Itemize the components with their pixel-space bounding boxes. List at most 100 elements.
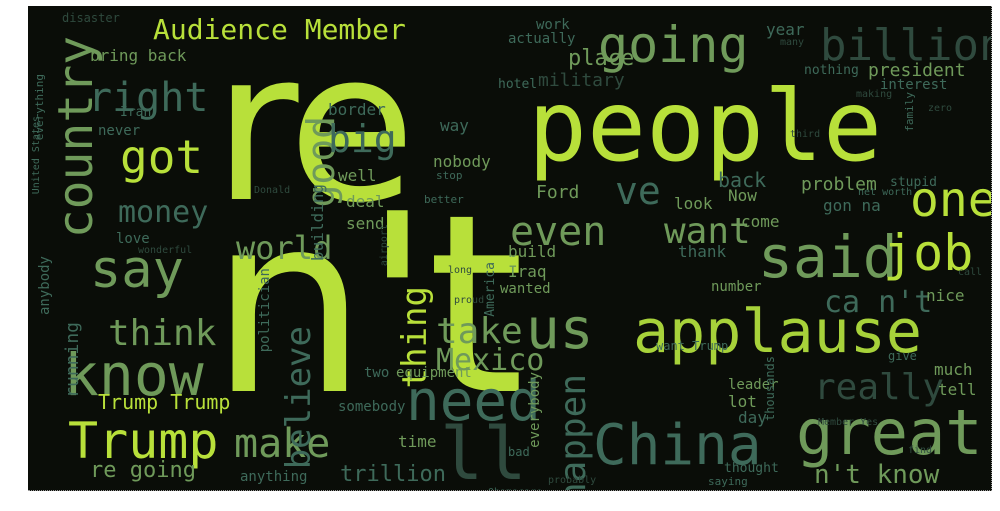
word-country: country [48,36,104,239]
word-lot: lot [728,392,757,411]
word-wanted: wanted [500,281,551,297]
word-stop: stop [436,169,463,182]
word-running: running [62,322,83,398]
word-net-worth: net worth [858,187,913,198]
word-know: know [64,341,204,409]
word-nothing: nothing [804,63,859,78]
word-proud: proud [454,295,485,306]
word-iraq: Iraq [508,262,547,281]
word-number: number [711,279,762,295]
word-ll: ll [440,412,527,491]
word-thought: thought [724,461,779,476]
word-us: us [526,297,594,362]
word-trump-trump: Trump Trump [98,390,231,414]
word-president: president [868,60,966,81]
word-member-yes: Member Yes [818,417,879,428]
word-love: love [116,231,150,247]
word-come: come [741,212,780,231]
word-obamacare: Obamacare [488,488,542,491]
word-probably: probably [548,475,597,486]
word-find: find [908,445,933,456]
word-iran: Iran [120,105,152,120]
word-disaster: disaster [62,11,120,25]
word-donald: Donald [254,185,291,196]
word-wonderful: wonderful [138,245,193,256]
word-give: give [888,349,917,363]
word-gon-na: gon na [823,196,881,215]
word-work: work [536,17,570,33]
word-said: said [758,223,898,291]
word-one: one [910,172,992,228]
word-hotel: hotel [498,77,538,92]
word-happen: happen [553,374,594,491]
word-year: year [766,20,805,39]
word-trump: Trump [68,412,219,470]
word-everything: everything [33,74,46,141]
word-going: going [598,16,749,74]
word-think: think [108,313,217,354]
word-big: big [328,117,397,161]
word-great: great [796,396,983,469]
word-re: re [213,7,416,249]
word-ford: Ford [536,182,580,203]
word-send: send [346,214,385,233]
word-well: well [338,166,377,185]
word-thank: thank [678,242,727,261]
word-china: China [593,413,762,478]
word-say: say [90,240,184,300]
word-third: third [790,129,821,140]
word-want: want [664,211,751,252]
word-call: call [958,267,983,278]
word-cant: ca n't [824,285,933,320]
word-airport: airport [379,224,390,267]
word-better: better [424,193,464,206]
word-bad: bad [508,445,530,459]
word-cloud: re n't people applause Audience Member g… [28,6,992,491]
word-nice: nice [926,286,965,305]
word-applause: applause [633,297,922,367]
word-actually: actually [508,31,576,47]
word-look: look [674,194,713,213]
word-now: Now [728,186,757,205]
word-somebody: somebody [338,399,406,415]
word-nobody: nobody [433,152,491,171]
word-nt-know: n't know [814,460,940,490]
word-back: back [718,168,767,192]
word-money: money [118,195,209,230]
word-even: even [510,209,607,255]
word-much: much [934,360,973,379]
word-many: many [780,37,805,48]
word-take: take [436,311,523,352]
word-audience-member: Audience Member [153,13,406,46]
word-got: got [120,130,204,184]
word-politician: politician [257,268,273,353]
word-saying: saying [708,475,748,488]
word-right: right [88,75,209,121]
word-place: place [568,46,635,71]
word-bring-back: bring back [90,46,187,65]
word-border: border [328,100,386,119]
word-need: need [406,369,541,434]
word-stupid: stupid [890,175,937,190]
word-way: way [440,116,469,135]
word-anybody: anybody [37,256,53,316]
word-build: build [508,242,557,261]
word-day: day [738,408,767,427]
word-make: make [234,421,331,467]
word-anything: anything [240,469,308,485]
word-zero: zero [928,103,953,114]
word-trillion: trillion [340,462,446,487]
word-ve: ve [615,169,661,213]
word-building: building [308,184,327,262]
word-interest: interest [880,77,948,93]
word-time: time [398,432,437,451]
word-making: making [856,89,893,100]
word-equipment: equipment [396,365,472,381]
word-leader: leader [728,377,779,393]
word-mexico: Mexico [436,343,545,378]
word-thousands: thousands [763,356,777,422]
word-problem: problem [801,174,877,195]
word-two: two [364,365,390,381]
word-re-going: re going [90,458,196,483]
word-believe: believe [279,326,319,470]
